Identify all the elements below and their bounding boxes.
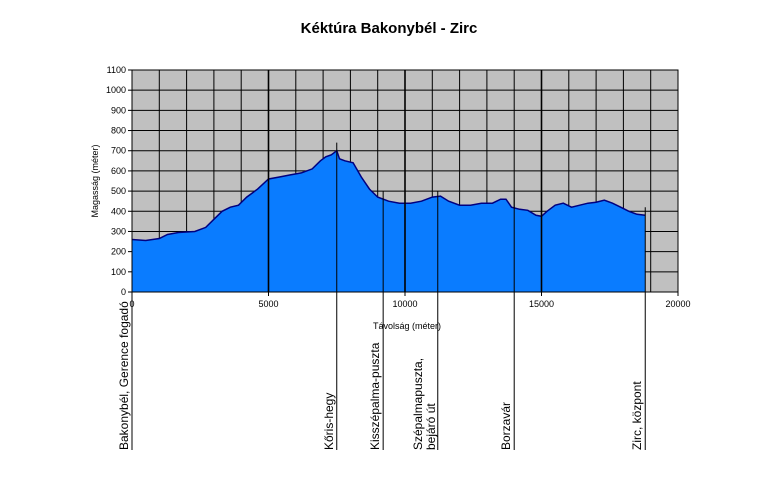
- waypoints: Bakonybél, Gerence fogadó Kőris-hegy Kissz…: [117, 142, 646, 450]
- y-tick-label: 1000: [106, 85, 126, 95]
- x-tick-label: 5000: [258, 299, 278, 309]
- x-axis-label: Távolság (méter): [373, 321, 441, 331]
- waypoint-label-line: Szépalmapuszta,: [411, 358, 425, 450]
- y-axis-ticks: 0 100 200 300 400 500 600 700 800 900 1000 1100: [106, 65, 132, 297]
- x-tick-label: 20000: [665, 299, 690, 309]
- waypoint-label: Zirc, központ: [630, 381, 644, 450]
- waypoint-label: Borzavár: [499, 402, 513, 450]
- x-tick-label: 10000: [392, 299, 417, 309]
- y-tick-label: 300: [111, 226, 126, 236]
- elevation-line: [131, 149, 646, 242]
- waypoint-label: Kőris-hegy: [322, 393, 336, 450]
- x-tick-label: 15000: [529, 299, 554, 309]
- y-tick-label: 100: [111, 267, 126, 277]
- elevation-area: [132, 150, 646, 292]
- waypoint-label: Bakonybél, Gerence fogadó: [117, 301, 131, 450]
- waypoint-label: Szépalmapuszta,bejáró út: [411, 358, 438, 450]
- y-tick-label: 0: [121, 287, 126, 297]
- y-tick-label: 500: [111, 186, 126, 196]
- y-tick-label: 1100: [107, 65, 126, 75]
- y-tick-label: 200: [111, 247, 126, 257]
- chart-title: Kéktúra Bakonybél - Zirc: [300, 20, 478, 37]
- major-grid-lines: [267, 70, 543, 292]
- y-tick-label: 900: [111, 105, 126, 115]
- y-tick-label: 700: [111, 146, 126, 156]
- y-axis-label: Magasság (méter): [90, 144, 100, 217]
- y-tick-label: 600: [111, 166, 126, 176]
- y-tick-label: 400: [111, 206, 126, 216]
- waypoint-label: Kisszépalma-puszta: [368, 342, 382, 450]
- waypoint-label-line: bejáró út: [424, 403, 438, 450]
- y-tick-label: 800: [111, 126, 126, 136]
